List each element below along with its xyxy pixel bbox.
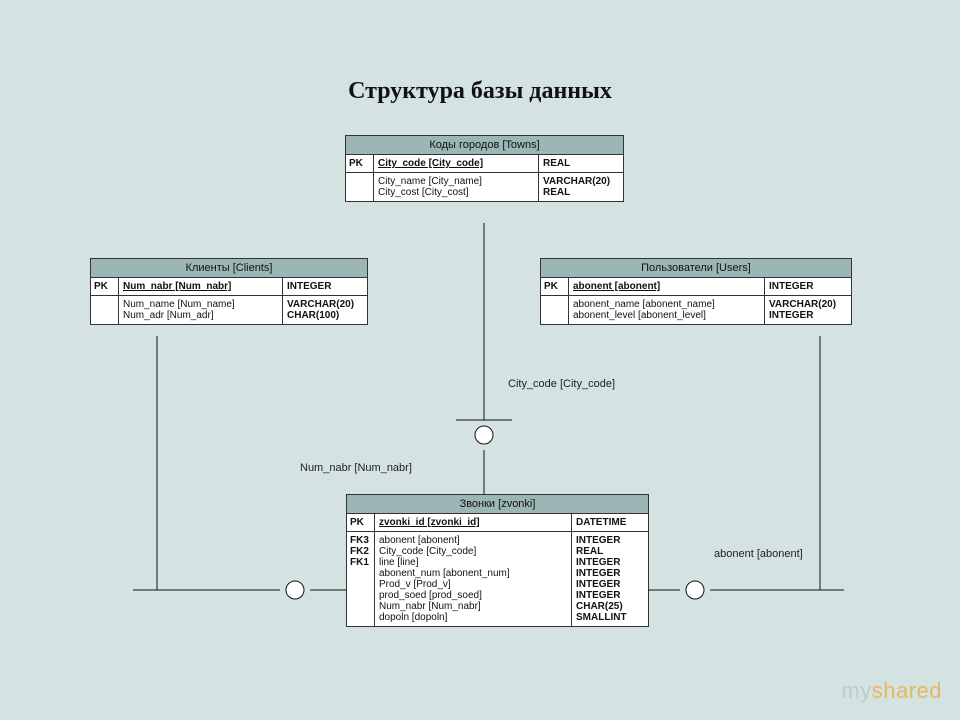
pk-name: Num_nabr [Num_nabr] [119, 278, 283, 295]
pk-name: City_code [City_code] [374, 155, 539, 172]
pk-name: abonent [abonent] [569, 278, 765, 295]
attr-name: abonent [abonent] City_code [City_code] … [375, 532, 572, 626]
entity-towns-header: Коды городов [Towns] [346, 136, 623, 155]
watermark-suffix: shared [872, 678, 942, 703]
page-title: Структура базы данных [0, 78, 960, 105]
entity-zvonki-header: Звонки [zvonki] [347, 495, 648, 514]
entity-towns: Коды городов [Towns] PK City_code [City_… [345, 135, 624, 202]
entity-clients-attr-row: Num_name [Num_name] Num_adr [Num_adr] VA… [91, 296, 367, 324]
attr-name: abonent_name [abonent_name] abonent_leve… [569, 296, 765, 324]
pk-key: PK [346, 155, 374, 172]
entity-towns-pk-row: PK City_code [City_code] REAL [346, 155, 623, 173]
attr-type: INTEGER REAL INTEGER INTEGER INTEGER INT… [572, 532, 648, 626]
entity-zvonki: Звонки [zvonki] PK zvonki_id [zvonki_id]… [346, 494, 649, 627]
attr-key [91, 296, 119, 324]
pk-type: INTEGER [283, 278, 367, 295]
pk-key: PK [541, 278, 569, 295]
pk-key: PK [347, 514, 375, 531]
entity-users: Пользователи [Users] PK abonent [abonent… [540, 258, 852, 325]
watermark: myshared [841, 678, 942, 704]
pk-key: PK [91, 278, 119, 295]
rel-label-abonent: abonent [abonent] [714, 548, 803, 560]
pk-name: zvonki_id [zvonki_id] [375, 514, 572, 531]
rel-label-city-code: City_code [City_code] [508, 378, 615, 390]
attr-key: FK3 FK2 FK1 [347, 532, 375, 626]
attr-name: City_name [City_name] City_cost [City_co… [374, 173, 539, 201]
attr-name: Num_name [Num_name] Num_adr [Num_adr] [119, 296, 283, 324]
pk-type: INTEGER [765, 278, 851, 295]
entity-users-pk-row: PK abonent [abonent] INTEGER [541, 278, 851, 296]
entity-towns-attr-row: City_name [City_name] City_cost [City_co… [346, 173, 623, 201]
attr-key [541, 296, 569, 324]
entity-zvonki-attr-row: FK3 FK2 FK1 abonent [abonent] City_code … [347, 532, 648, 626]
entity-clients-pk-row: PK Num_nabr [Num_nabr] INTEGER [91, 278, 367, 296]
watermark-prefix: my [841, 678, 871, 703]
entity-zvonki-pk-row: PK zvonki_id [zvonki_id] DATETIME [347, 514, 648, 532]
attr-key [346, 173, 374, 201]
attr-type: VARCHAR(20) INTEGER [765, 296, 851, 324]
entity-clients-header: Клиенты [Clients] [91, 259, 367, 278]
rel-label-num-nabr: Num_nabr [Num_nabr] [300, 462, 412, 474]
entity-users-attr-row: abonent_name [abonent_name] abonent_leve… [541, 296, 851, 324]
entity-users-header: Пользователи [Users] [541, 259, 851, 278]
pk-type: DATETIME [572, 514, 648, 531]
attr-type: VARCHAR(20) CHAR(100) [283, 296, 367, 324]
attr-type: VARCHAR(20) REAL [539, 173, 623, 201]
pk-type: REAL [539, 155, 623, 172]
entity-clients: Клиенты [Clients] PK Num_nabr [Num_nabr]… [90, 258, 368, 325]
